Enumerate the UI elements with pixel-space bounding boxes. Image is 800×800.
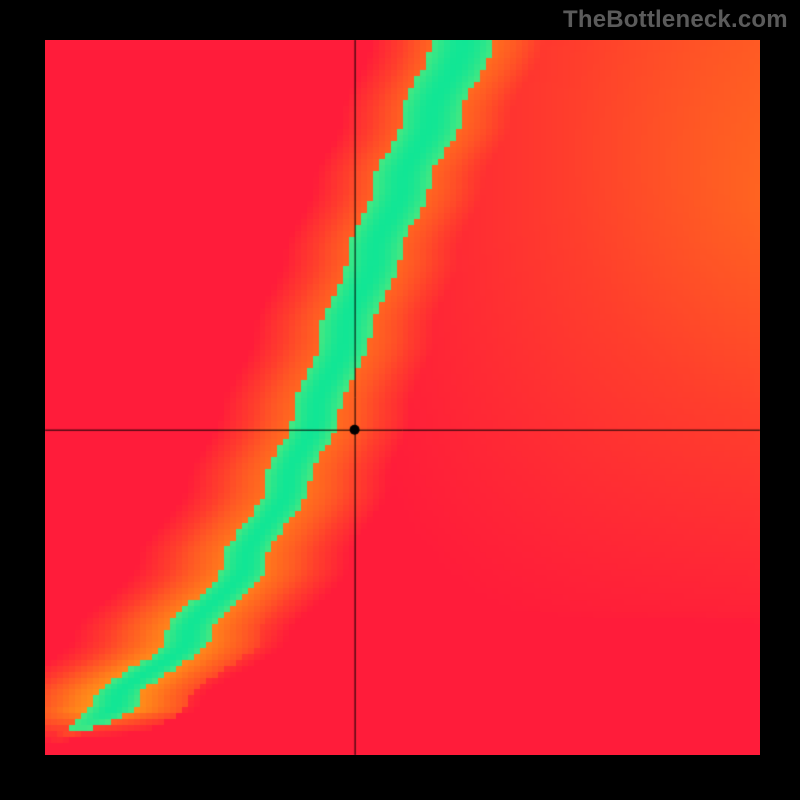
chart-container: TheBottleneck.com	[0, 0, 800, 800]
watermark-text: TheBottleneck.com	[563, 6, 788, 34]
overlay-canvas	[0, 0, 800, 800]
